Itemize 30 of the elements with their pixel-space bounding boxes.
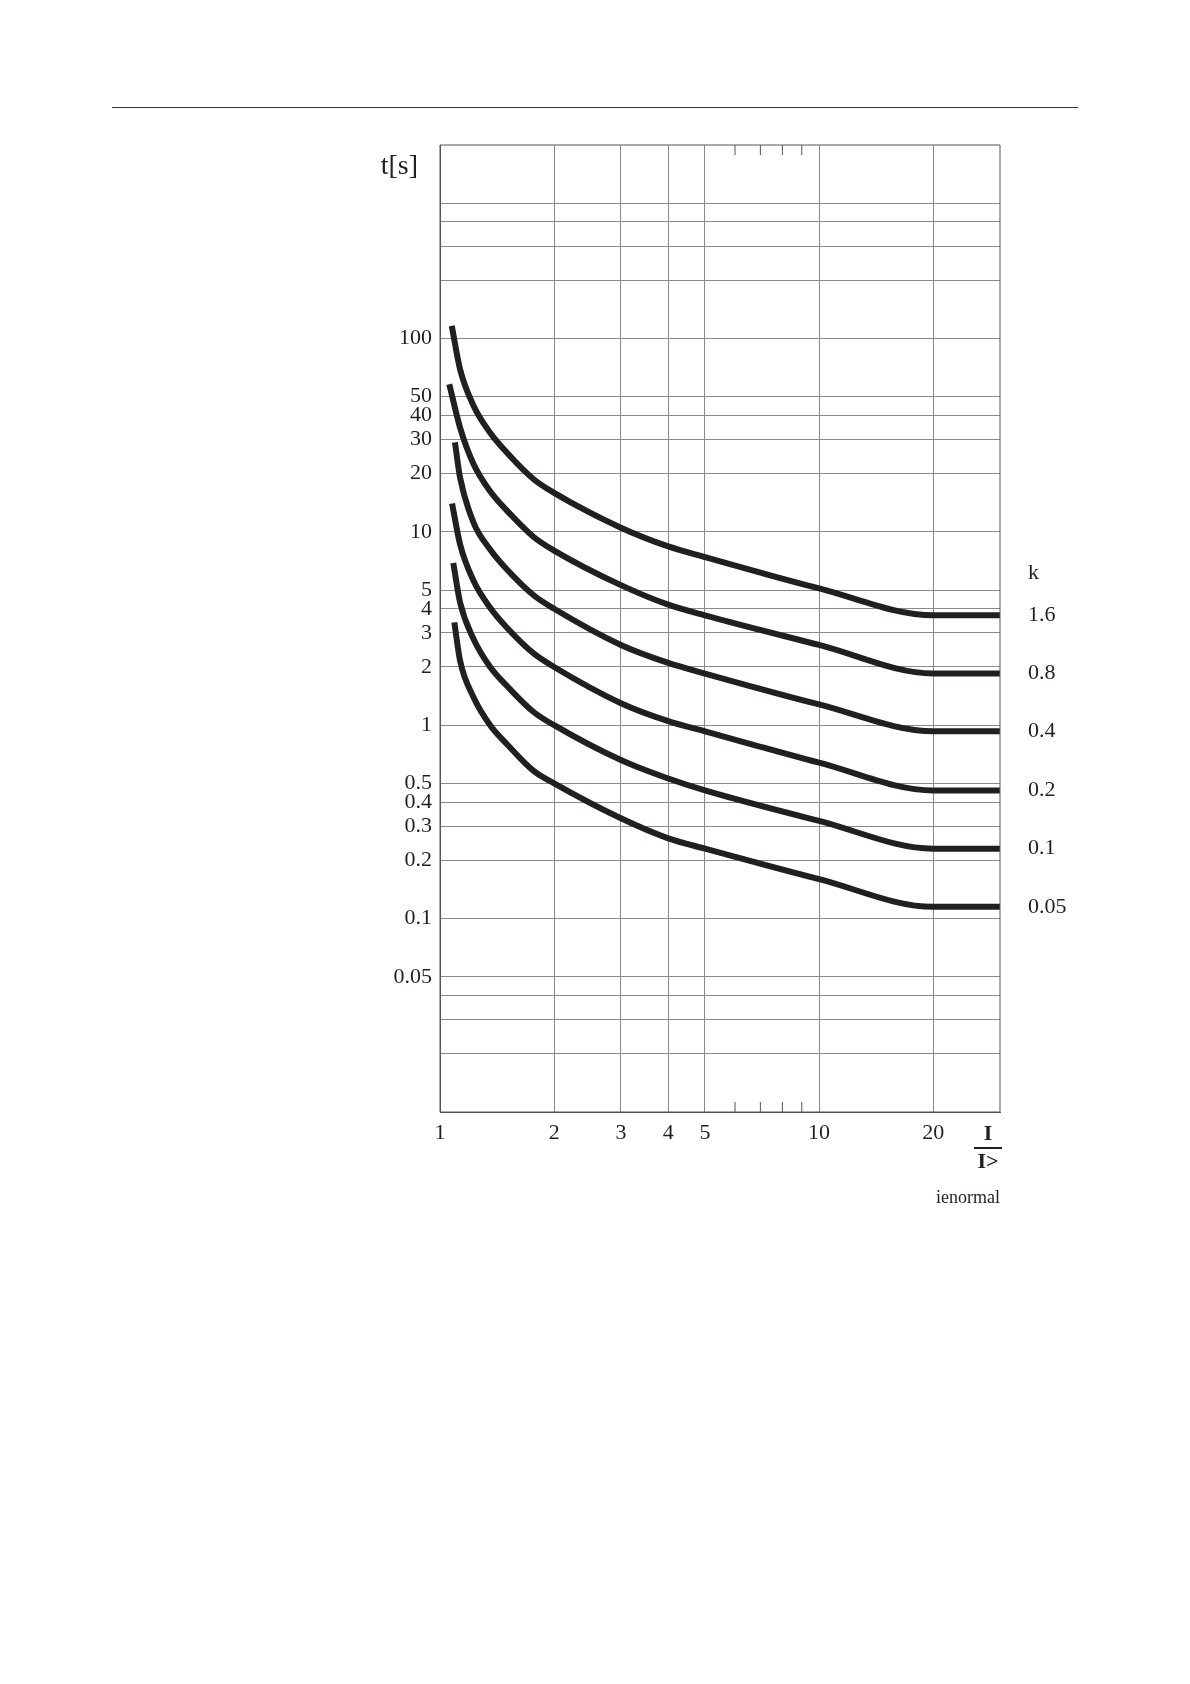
series-label: 0.8	[1028, 659, 1056, 685]
y-axis-title: t[s]	[380, 149, 418, 181]
series-label: 1.6	[1028, 601, 1056, 627]
legend-title: k	[1028, 559, 1039, 585]
series-label: 0.1	[1028, 834, 1056, 860]
x-tick-label: 2	[548, 1118, 560, 1144]
y-tick-label: 30	[410, 425, 432, 451]
x-tick-label: 10	[808, 1118, 831, 1144]
y-tick-label: 0.05	[393, 962, 432, 988]
y-tick-label: 2	[421, 652, 432, 678]
x-axis-title: I	[983, 1119, 993, 1145]
y-tick-label: 0.2	[404, 846, 432, 872]
text: I>	[977, 1147, 999, 1173]
y-tick-label: 0.5	[404, 769, 432, 795]
x-tick-label: 3	[615, 1118, 627, 1144]
y-tick-label: 5	[421, 575, 432, 601]
y-tick-label: 3	[421, 618, 432, 644]
y-tick-label: 1	[421, 710, 432, 736]
y-tick-label: 0.3	[404, 812, 432, 838]
x-tick-label: 4	[662, 1118, 674, 1144]
text: ienormal	[936, 1186, 1000, 1207]
x-tick-label: 5	[699, 1118, 711, 1144]
series-label: 0.2	[1028, 776, 1056, 802]
series-label: 0.4	[1028, 717, 1056, 743]
y-tick-label: 20	[410, 459, 432, 485]
y-tick-label: 100	[399, 324, 432, 350]
y-tick-label: 0.1	[404, 904, 432, 930]
y-tick-label: 10	[410, 517, 432, 543]
x-tick-label: 20	[922, 1118, 945, 1144]
series-label: 0.05	[1028, 892, 1067, 918]
